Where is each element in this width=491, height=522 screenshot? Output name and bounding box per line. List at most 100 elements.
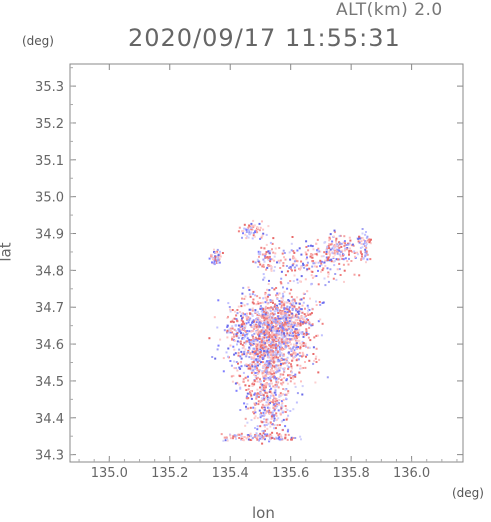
echo-pixel — [278, 386, 280, 388]
echo-pixel — [252, 220, 254, 222]
echo-pixel — [282, 293, 284, 295]
echo-pixel — [290, 266, 292, 268]
echo-pixel — [238, 384, 240, 386]
echo-pixel — [268, 283, 270, 285]
echo-pixel — [241, 325, 243, 327]
echo-pixel — [361, 246, 363, 248]
y-tick-label: 34.5 — [35, 375, 64, 390]
echo-pixel — [238, 325, 240, 327]
echo-pixel — [291, 335, 293, 337]
echo-pixel — [296, 359, 298, 361]
echo-pixel — [242, 344, 244, 346]
echo-pixel — [254, 325, 256, 327]
echo-pixel — [248, 287, 250, 289]
echo-pixel — [270, 421, 272, 423]
echo-pixel — [259, 401, 261, 403]
echo-pixel — [330, 233, 332, 235]
echo-pixel — [247, 393, 249, 395]
echo-pixel — [328, 251, 330, 253]
echo-pixel — [264, 309, 266, 311]
echo-pixel — [248, 321, 250, 323]
echo-pixel — [297, 322, 299, 324]
echo-pixel — [280, 359, 282, 361]
echo-pixel — [275, 347, 277, 349]
echo-pixel — [254, 407, 256, 409]
echo-pixel — [289, 320, 291, 322]
echo-pixel — [284, 322, 286, 324]
echo-pixel — [245, 377, 247, 379]
echo-pixel — [300, 438, 302, 440]
echo-pixel — [266, 289, 268, 291]
echo-pixel — [263, 430, 265, 432]
echo-pixel — [292, 356, 294, 358]
echo-pixel — [366, 241, 368, 243]
echo-pixel — [252, 385, 254, 387]
echo-pixel — [268, 439, 270, 441]
echo-pixel — [239, 375, 241, 377]
echo-pixel — [364, 249, 366, 251]
echo-pixel — [249, 366, 251, 368]
echo-pixel — [284, 437, 286, 439]
echo-pixel — [255, 372, 257, 374]
echo-pixel — [292, 326, 294, 328]
echo-pixel — [302, 385, 304, 387]
echo-pixel — [271, 266, 273, 268]
echo-pixel — [321, 255, 323, 257]
echo-pixel — [242, 287, 244, 289]
echo-pixel — [235, 314, 237, 316]
echo-pixel — [277, 327, 279, 329]
echo-pixel — [247, 227, 249, 229]
echo-pixel — [279, 438, 281, 440]
echo-pixel — [235, 383, 237, 385]
echo-pixel — [272, 401, 274, 403]
echo-pixel — [298, 313, 300, 315]
echo-pixel — [352, 244, 354, 246]
echo-pixel — [272, 376, 274, 378]
echo-pixel — [265, 419, 267, 421]
echo-pixel — [271, 248, 273, 250]
echo-pixel — [309, 347, 311, 349]
echo-pixel — [324, 265, 326, 267]
echo-pixel — [287, 324, 289, 326]
echo-pixel — [328, 273, 330, 275]
echo-pixel — [286, 306, 288, 308]
echo-pixel — [323, 242, 325, 244]
echo-pixel — [293, 315, 295, 317]
echo-pixel — [267, 331, 269, 333]
echo-pixel — [299, 303, 301, 305]
echo-pixel — [239, 368, 241, 370]
echo-pixel — [290, 380, 292, 382]
echo-pixel — [350, 260, 352, 262]
echo-pixel — [266, 329, 268, 331]
echo-pixel — [227, 356, 229, 358]
echo-pixel — [320, 271, 322, 273]
echo-pixel — [261, 347, 263, 349]
echo-pixel — [334, 273, 336, 275]
echo-pixel — [358, 274, 360, 276]
echo-pixel — [279, 424, 281, 426]
echo-pixel — [292, 236, 294, 238]
echo-pixel — [338, 263, 340, 265]
echo-pixel — [257, 355, 259, 357]
echo-pixel — [319, 260, 321, 262]
echo-pixel — [343, 245, 345, 247]
echo-pixel — [299, 247, 301, 249]
echo-pixel — [287, 270, 289, 272]
echo-pixel — [266, 435, 268, 437]
echo-pixel — [299, 365, 301, 367]
echo-pixel — [269, 252, 271, 254]
echo-pixel — [297, 311, 299, 313]
echo-pixel — [232, 381, 234, 383]
echo-pixel — [284, 327, 286, 329]
echo-pixel — [222, 252, 224, 254]
echo-pixel — [292, 376, 294, 378]
echo-pixel — [259, 435, 261, 437]
echo-pixel — [250, 353, 252, 355]
echo-pixel — [270, 313, 272, 315]
echo-pixel — [249, 309, 251, 311]
echo-pixel — [267, 250, 269, 252]
echo-pixel — [263, 370, 265, 372]
echo-pixel — [265, 306, 267, 308]
echo-pixel — [248, 225, 250, 227]
echo-pixel — [247, 436, 249, 438]
